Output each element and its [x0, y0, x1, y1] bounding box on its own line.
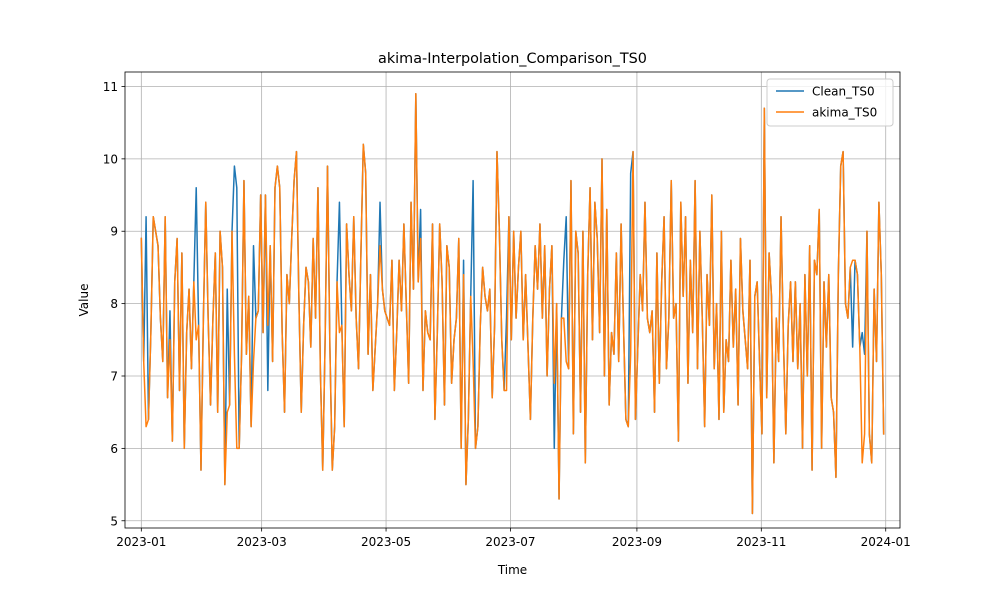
x-tick-label: 2023-11: [736, 535, 786, 549]
series-line-akima-ts0: [140, 92, 885, 515]
y-tick-label: 5: [110, 514, 118, 528]
plot-frame: [124, 71, 901, 529]
x-tick-label: 2023-07: [485, 535, 535, 549]
legend: Clean_TS0 akima_TS0: [766, 78, 894, 127]
y-tick-label: 7: [110, 370, 118, 384]
chart-title: akima-Interpolation_Comparison_TS0: [378, 51, 647, 67]
x-axis: 2023-01 2023-03 2023-05 2023-07 2023-09 2023-…: [116, 528, 911, 549]
x-tick-label: 2023-05: [361, 535, 411, 549]
legend-label-akima: akima_TS0: [812, 106, 877, 120]
series-lines: [140, 92, 885, 515]
y-tick-label: 10: [103, 152, 118, 166]
y-axis: 5 6 7 8 9 10 11: [103, 80, 125, 528]
y-tick-label: 6: [110, 442, 118, 456]
x-tick-label: 2023-09: [612, 535, 662, 549]
legend-label-clean: Clean_TS0: [812, 85, 875, 99]
y-tick-label: 9: [110, 225, 118, 239]
y-tick-label: 11: [103, 80, 118, 94]
y-tick-label: 8: [110, 297, 118, 311]
y-axis-label: Value: [77, 284, 91, 317]
x-tick-label: 2023-03: [237, 535, 287, 549]
x-tick-label: 2023-01: [116, 535, 166, 549]
x-tick-label: 2024-01: [861, 535, 911, 549]
x-axis-label: Time: [497, 563, 527, 577]
